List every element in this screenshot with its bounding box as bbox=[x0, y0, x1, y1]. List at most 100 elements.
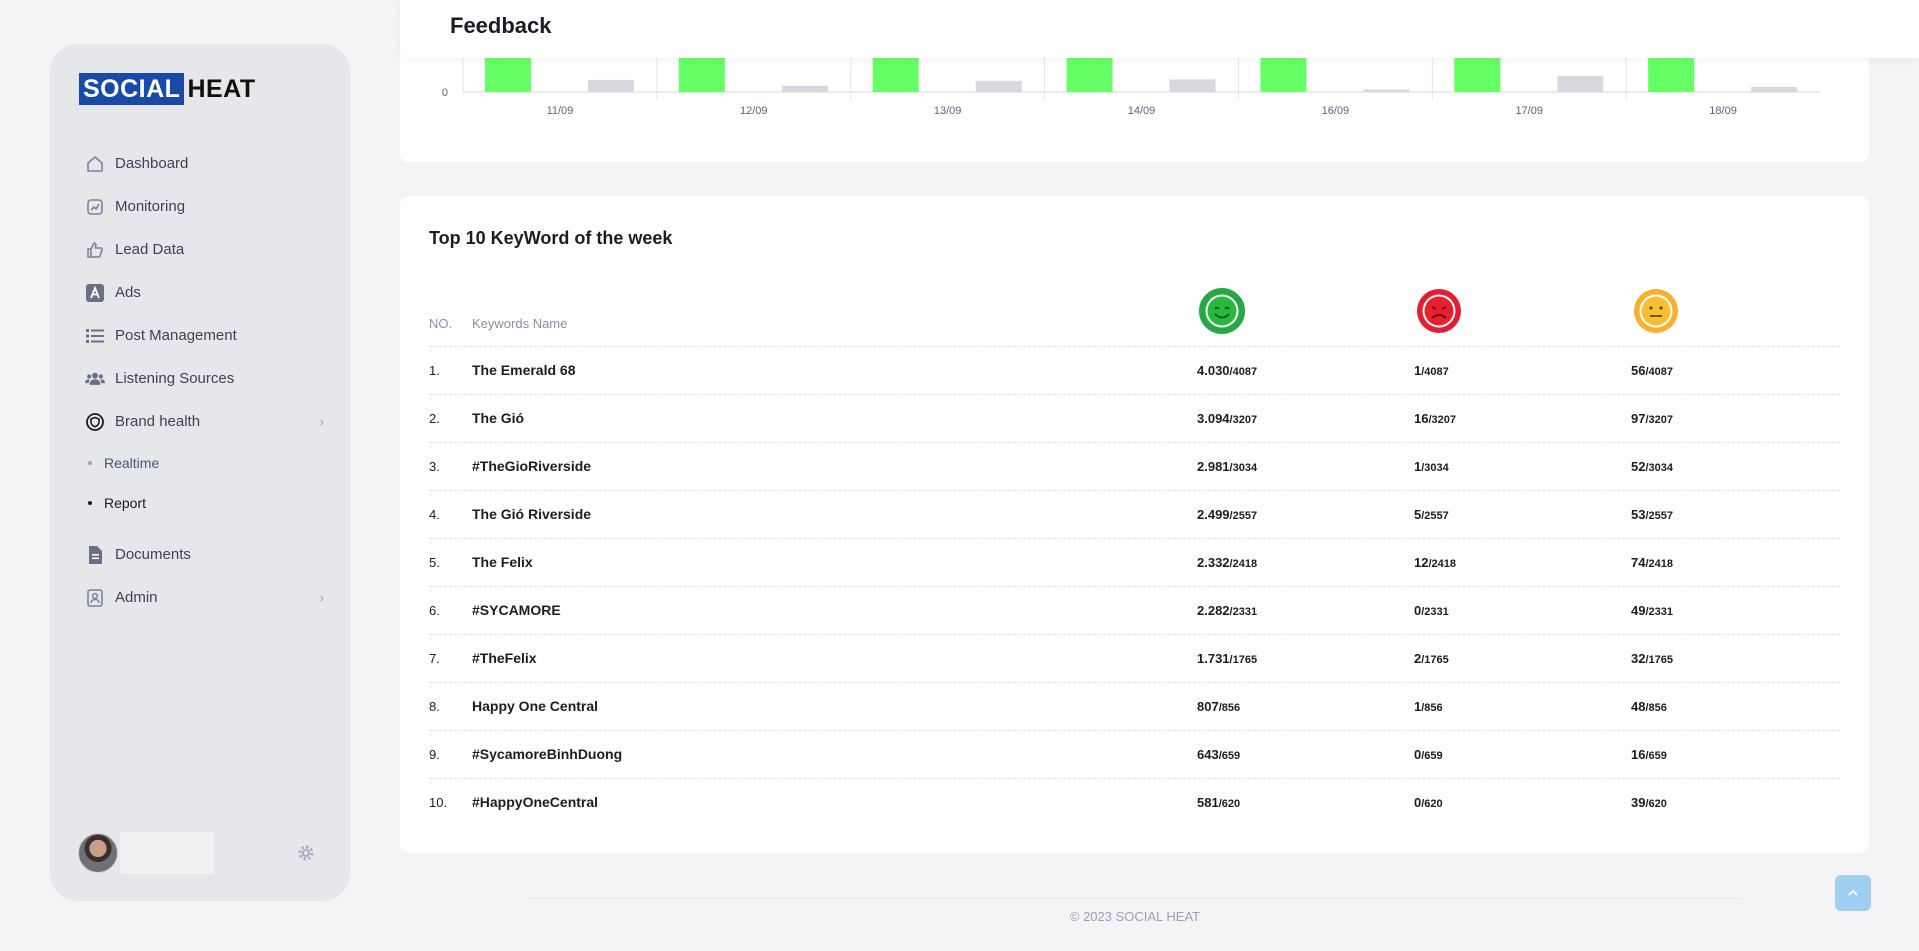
negative-count: 5/2557 bbox=[1414, 507, 1449, 522]
footer: © 2023 SOCIAL HEAT bbox=[1069, 909, 1201, 924]
row-number: 5. bbox=[429, 555, 440, 570]
keyword-name[interactable]: #SYCAMORE bbox=[472, 602, 561, 618]
neutral-face-icon bbox=[1634, 289, 1678, 333]
keyword-name[interactable]: #HappyOneCentral bbox=[472, 794, 599, 810]
chart-icon bbox=[84, 196, 106, 218]
user-name-placeholder bbox=[120, 832, 214, 874]
sidebar-item-dashboard[interactable]: Dashboard bbox=[84, 142, 324, 185]
sidebar-item-admin[interactable]: Admin › bbox=[84, 576, 324, 619]
total-count: /3034 bbox=[1229, 462, 1258, 474]
positive-count: 2.981/3034 bbox=[1197, 459, 1258, 474]
table-row: 4. The Gió Riverside 2.499/2557 5/2557 53/25… bbox=[429, 491, 1840, 539]
sidebar-item-monitoring[interactable]: Monitoring bbox=[84, 185, 324, 228]
keyword-name[interactable]: The Gió bbox=[472, 410, 525, 426]
column-header-no: NO. bbox=[429, 316, 453, 331]
x-tick-label: 17/09 bbox=[1515, 105, 1543, 117]
gear-icon[interactable] bbox=[296, 843, 316, 863]
x-tick-label: 12/09 bbox=[740, 105, 768, 117]
total-count: /856 bbox=[1218, 702, 1241, 714]
logo-part-heat: HEAT bbox=[187, 74, 256, 103]
total-count: /620 bbox=[1218, 798, 1241, 810]
x-tick-label: 11/09 bbox=[547, 105, 574, 117]
total-count: /659 bbox=[1421, 750, 1443, 762]
logo-part-social: SOCIAL bbox=[79, 73, 185, 105]
total-count: /2557 bbox=[1229, 510, 1258, 522]
total-count: /3034 bbox=[1645, 462, 1673, 474]
footer-divider bbox=[528, 898, 1742, 899]
sidebar-item-label: Post Management bbox=[115, 327, 237, 344]
keyword-name[interactable]: #TheGioRiverside bbox=[472, 458, 592, 474]
total-count: /659 bbox=[1218, 750, 1241, 762]
scroll-top-button[interactable] bbox=[1835, 875, 1871, 911]
total-count: /4087 bbox=[1229, 366, 1258, 378]
negative-count: 16/3207 bbox=[1414, 411, 1456, 426]
negative-count: 0/659 bbox=[1414, 747, 1443, 762]
avatar[interactable] bbox=[78, 833, 118, 873]
sidebar-subitem-label: Realtime bbox=[104, 455, 160, 471]
sidebar-item-label: Ads bbox=[115, 284, 141, 301]
sidebar-item-lead-data[interactable]: Lead Data bbox=[84, 228, 324, 271]
sidebar-item-label: Listening Sources bbox=[115, 370, 235, 387]
neutral-count: 53/2557 bbox=[1631, 507, 1673, 522]
sidebar-item-post-management[interactable]: Post Management bbox=[84, 314, 324, 357]
total-count: /3207 bbox=[1428, 414, 1456, 426]
keyword-name[interactable]: The Felix bbox=[472, 554, 533, 570]
keyword-name[interactable]: Happy One Central bbox=[472, 698, 599, 714]
sidebar-item-documents[interactable]: Documents bbox=[84, 533, 324, 576]
x-tick-label: 13/09 bbox=[934, 105, 962, 117]
keyword-name[interactable]: #TheFelix bbox=[472, 650, 537, 666]
x-tick-label: 18/09 bbox=[1709, 105, 1737, 117]
table-row: 9. #SycamoreBinhDuong 643/659 0/659 16/659 bbox=[429, 731, 1840, 779]
neutral-count: 39/620 bbox=[1631, 795, 1667, 810]
row-number: 7. bbox=[429, 651, 440, 666]
neutral-count: 97/3207 bbox=[1631, 411, 1673, 426]
positive-count: 807/856 bbox=[1197, 699, 1241, 714]
y-tick-label: 0 bbox=[442, 87, 448, 99]
sidebar-item-brand-health[interactable]: Brand health › bbox=[84, 400, 324, 443]
keyword-name[interactable]: The Gió Riverside bbox=[472, 506, 592, 522]
bar-other bbox=[975, 80, 1022, 92]
sidebar-nav: Dashboard Monitoring Lead Data Ads Post … bbox=[84, 142, 324, 619]
positive-count: 581/620 bbox=[1197, 795, 1241, 810]
chevron-up-icon bbox=[1848, 889, 1858, 896]
total-count: /2331 bbox=[1645, 606, 1673, 618]
thumbs-up-icon bbox=[84, 239, 106, 261]
total-count: /856 bbox=[1421, 702, 1443, 714]
chevron-right-icon: › bbox=[319, 414, 324, 429]
neutral-count: 49/2331 bbox=[1631, 603, 1673, 618]
positive-count: 4.030/4087 bbox=[1197, 363, 1258, 378]
sidebar-item-label: Brand health bbox=[115, 413, 201, 430]
sidebar-subitem-realtime[interactable]: Realtime bbox=[84, 443, 324, 483]
sidebar-item-ads[interactable]: Ads bbox=[84, 271, 324, 314]
keyword-name[interactable]: #SycamoreBinhDuong bbox=[472, 746, 623, 762]
positive-count: 643/659 bbox=[1197, 747, 1241, 762]
bar-other bbox=[1557, 76, 1604, 92]
neutral-count: 56/4087 bbox=[1631, 363, 1673, 378]
total-count: /856 bbox=[1645, 702, 1667, 714]
bullet-icon bbox=[88, 501, 92, 505]
row-number: 9. bbox=[429, 747, 440, 762]
shield-icon bbox=[84, 411, 106, 433]
sidebar-item-label: Admin bbox=[115, 589, 158, 606]
x-tick-label: 14/09 bbox=[1128, 105, 1156, 117]
positive-count: 2.282/2331 bbox=[1197, 603, 1258, 618]
table-row: 2. The Gió 3.094/3207 16/3207 97/3207 bbox=[429, 395, 1840, 443]
row-number: 3. bbox=[429, 459, 440, 474]
total-count: /620 bbox=[1421, 798, 1443, 810]
total-count: /3207 bbox=[1229, 414, 1258, 426]
negative-count: 12/2418 bbox=[1414, 555, 1456, 570]
sidebar-subitem-report[interactable]: Report bbox=[84, 483, 324, 523]
total-count: /2557 bbox=[1645, 510, 1673, 522]
brand-logo[interactable]: SOCIAL HEAT bbox=[79, 73, 256, 105]
sidebar-item-listening-sources[interactable]: Listening Sources bbox=[84, 357, 324, 400]
table-row: 6. #SYCAMORE 2.282/2331 0/2331 49/2331 bbox=[429, 587, 1840, 635]
table-row: 3. #TheGioRiverside 2.981/3034 1/3034 52/303… bbox=[429, 443, 1840, 491]
bar-other bbox=[1751, 87, 1798, 92]
keyword-name[interactable]: The Emerald 68 bbox=[472, 362, 576, 378]
bar-other bbox=[781, 85, 828, 92]
row-number: 10. bbox=[429, 795, 448, 810]
neutral-count: 32/1765 bbox=[1631, 651, 1673, 666]
bar-other bbox=[1363, 89, 1410, 92]
top-header: Feedback bbox=[400, 0, 1919, 58]
negative-count: 0/2331 bbox=[1414, 603, 1449, 618]
